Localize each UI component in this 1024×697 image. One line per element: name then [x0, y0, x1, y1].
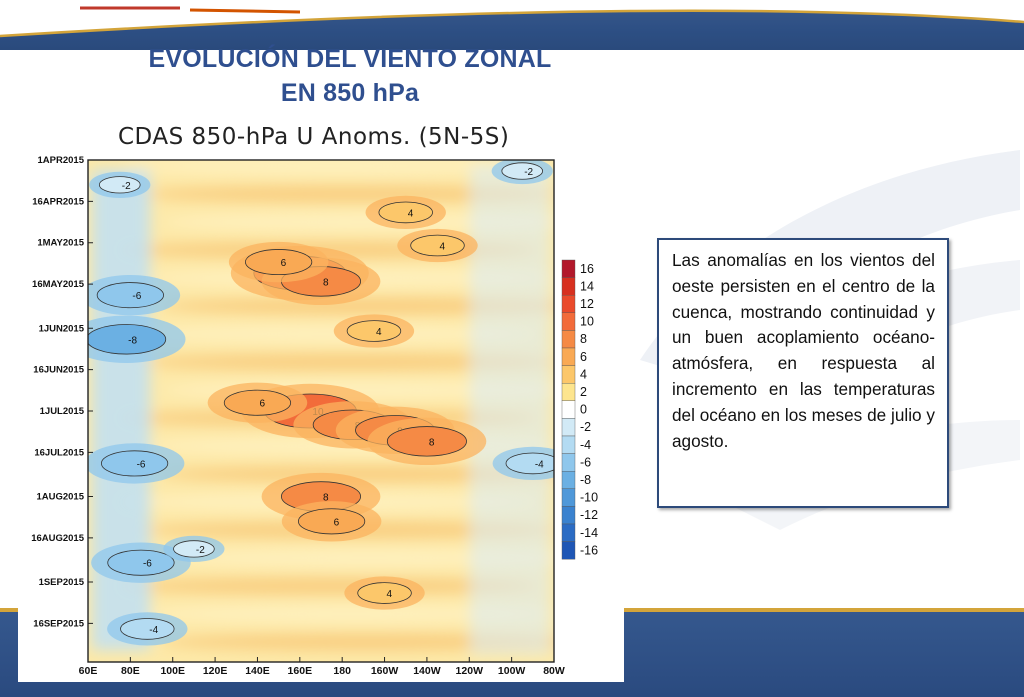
commentary-box: Las anomalías en los vientos del oeste p…: [657, 238, 949, 508]
slide-title-line1: EVOLUCIÓN DEL VIENTO ZONAL: [148, 45, 552, 73]
top-banner: [0, 0, 1024, 50]
top-banner-wave: [0, 0, 1024, 38]
slide-title-line2: EN 850 hPa: [280, 79, 420, 107]
chart-panel: [18, 116, 624, 682]
chart-title: CDAS 850-hPa U Anoms. (5N-5S): [118, 124, 510, 150]
commentary-text: Las anomalías en los vientos del oeste p…: [672, 250, 935, 451]
slide-title: EVOLUCIÓN DEL VIENTO ZONAL EN 850 hPa: [80, 42, 620, 110]
